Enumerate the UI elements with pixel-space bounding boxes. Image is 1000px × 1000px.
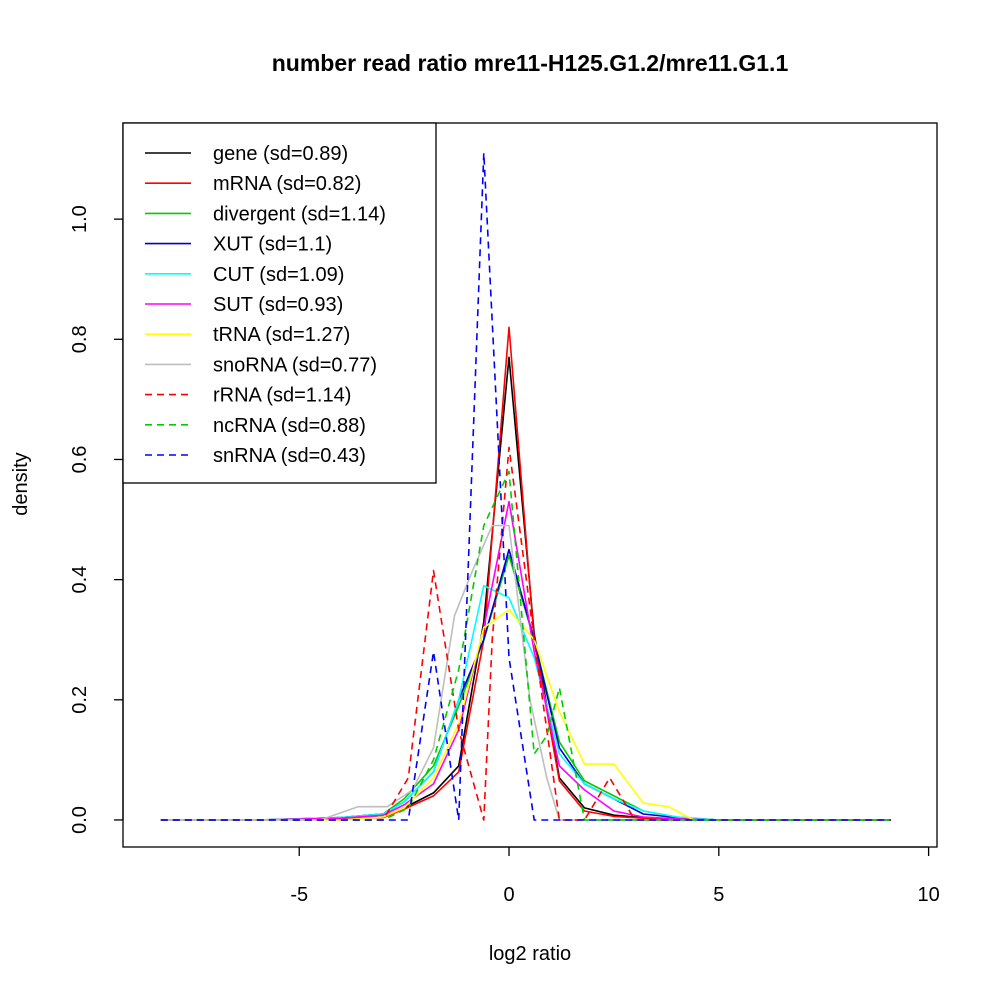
legend-label: mRNA (sd=0.82) <box>213 173 361 195</box>
legend-label: SUT (sd=0.93) <box>213 294 343 316</box>
legend-label: divergent (sd=1.14) <box>213 203 386 225</box>
y-tick-label: 1.0 <box>69 205 91 233</box>
legend-label: gene (sd=0.89) <box>213 143 348 165</box>
x-axis-label: log2 ratio <box>489 943 571 965</box>
legend-label: snRNA (sd=0.43) <box>213 445 366 467</box>
series-line <box>160 608 891 821</box>
y-tick-label: 0.4 <box>69 566 91 594</box>
x-tick-label: 5 <box>713 884 724 906</box>
series-line <box>160 500 891 821</box>
x-tick-label: 0 <box>503 884 514 906</box>
y-tick-label: 0.2 <box>69 686 91 714</box>
y-axis-label: density <box>10 452 32 515</box>
plot-lines <box>160 152 891 821</box>
series-line <box>160 524 891 821</box>
legend-label: XUT (sd=1.1) <box>213 234 332 256</box>
x-tick-label: 10 <box>917 884 939 906</box>
series-line <box>160 446 891 821</box>
series-line <box>160 548 891 821</box>
series-line <box>160 152 891 821</box>
y-tick-label: 0.6 <box>69 446 91 474</box>
series-line <box>160 470 891 821</box>
legend: gene (sd=0.89) mRNA (sd=0.82) divergent (s… <box>122 122 437 484</box>
legend-label: tRNA (sd=1.27) <box>213 324 350 346</box>
series-line <box>160 584 891 821</box>
plot-frame <box>122 122 938 848</box>
legend-label: rRNA (sd=1.14) <box>213 385 351 407</box>
legend-label: ncRNA (sd=0.88) <box>213 415 366 437</box>
legend-label: snoRNA (sd=0.77) <box>213 354 377 376</box>
x-tick-label: -5 <box>290 884 308 906</box>
chart-title: number read ratio mre11-H125.G1.2/mre11.… <box>272 50 789 76</box>
y-tick-label: 0.0 <box>69 806 91 834</box>
y-tick-label: 0.8 <box>69 325 91 353</box>
series-line <box>160 554 891 821</box>
legend-label: CUT (sd=1.09) <box>213 264 344 286</box>
